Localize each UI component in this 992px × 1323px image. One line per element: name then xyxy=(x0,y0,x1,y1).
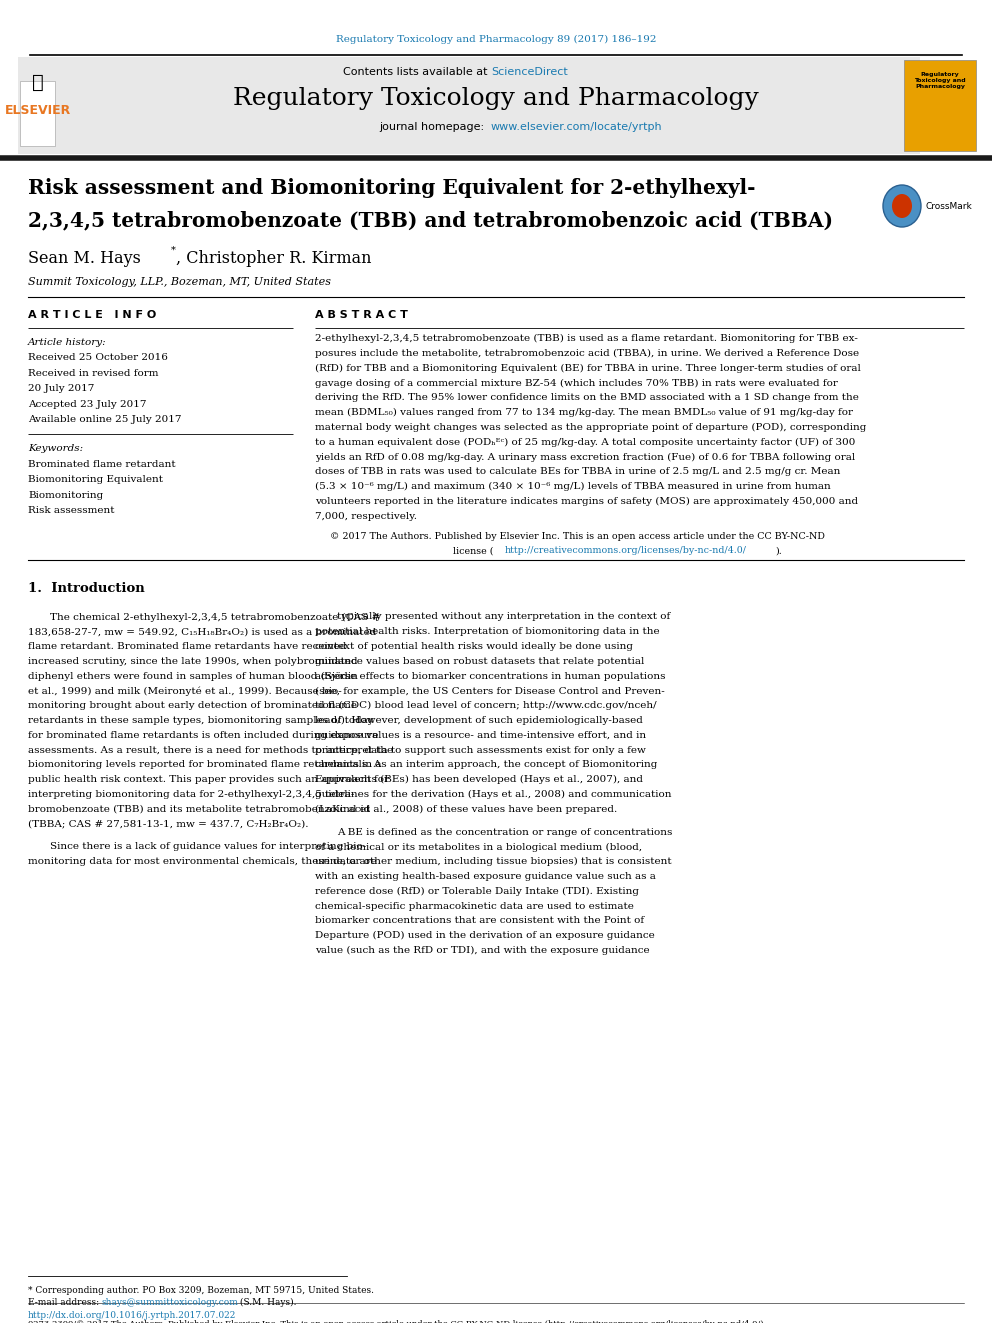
Text: tion (CDC) blood lead level of concern; http://www.cdc.gov/nceh/: tion (CDC) blood lead level of concern; … xyxy=(315,701,657,710)
Text: 🌳: 🌳 xyxy=(32,73,44,91)
Text: ELSEVIER: ELSEVIER xyxy=(5,105,71,116)
Text: 7,000, respectively.: 7,000, respectively. xyxy=(315,512,417,520)
Text: monitoring brought about early detection of brominated flame: monitoring brought about early detection… xyxy=(28,701,357,710)
Text: doses of TBB in rats was used to calculate BEs for TBBA in urine of 2.5 mg/L and: doses of TBB in rats was used to calcula… xyxy=(315,467,840,476)
Ellipse shape xyxy=(892,194,912,218)
Text: interpreting biomonitoring data for 2-ethylhexyl-2,3,4,5 tetra-: interpreting biomonitoring data for 2-et… xyxy=(28,790,354,799)
Text: 183,658-27-7, mw = 549.92, C₁₅H₁₈Br₄O₂) is used as a brominated: 183,658-27-7, mw = 549.92, C₁₅H₁₈Br₄O₂) … xyxy=(28,627,376,636)
Text: shays@summittoxicology.com: shays@summittoxicology.com xyxy=(101,1298,238,1307)
Text: A BE is defined as the concentration or range of concentrations: A BE is defined as the concentration or … xyxy=(337,828,673,836)
Text: increased scrutiny, since the late 1990s, when polybrominated: increased scrutiny, since the late 1990s… xyxy=(28,656,358,665)
Text: volunteers reported in the literature indicates margins of safety (MOS) are appr: volunteers reported in the literature in… xyxy=(315,497,858,505)
Text: value (such as the RfD or TDI), and with the exposure guidance: value (such as the RfD or TDI), and with… xyxy=(315,946,650,955)
Text: guidance values is a resource- and time-intensive effort, and in: guidance values is a resource- and time-… xyxy=(315,730,646,740)
Text: guidelines for the derivation (Hays et al., 2008) and communication: guidelines for the derivation (Hays et a… xyxy=(315,790,672,799)
Text: license (: license ( xyxy=(453,546,493,556)
Text: reference dose (RfD) or Tolerable Daily Intake (TDI). Existing: reference dose (RfD) or Tolerable Daily … xyxy=(315,886,639,896)
Text: with an existing health-based exposure guidance value such as a: with an existing health-based exposure g… xyxy=(315,872,656,881)
Text: adverse effects to biomarker concentrations in human populations: adverse effects to biomarker concentrati… xyxy=(315,672,666,680)
Text: Contents lists available at: Contents lists available at xyxy=(343,67,491,77)
Text: chemical-specific pharmacokinetic data are used to estimate: chemical-specific pharmacokinetic data a… xyxy=(315,901,634,910)
Text: http://creativecommons.org/licenses/by-nc-nd/4.0/: http://creativecommons.org/licenses/by-n… xyxy=(505,546,747,556)
Text: to a human equivalent dose (PODₕᴱᶜ) of 25 mg/kg-day. A total composite uncertain: to a human equivalent dose (PODₕᴱᶜ) of 2… xyxy=(315,438,855,447)
Text: (RfD) for TBB and a Biomonitoring Equivalent (BE) for TBBA in urine. Three longe: (RfD) for TBB and a Biomonitoring Equiva… xyxy=(315,364,861,373)
Text: Since there is a lack of guidance values for interpreting bio-: Since there is a lack of guidance values… xyxy=(50,843,366,852)
Text: deriving the RfD. The 95% lower confidence limits on the BMD associated with a 1: deriving the RfD. The 95% lower confiden… xyxy=(315,393,859,402)
Text: 20 July 2017: 20 July 2017 xyxy=(28,385,94,393)
FancyBboxPatch shape xyxy=(20,81,55,146)
Text: Equivalents (BEs) has been developed (Hays et al., 2007), and: Equivalents (BEs) has been developed (Ha… xyxy=(315,775,643,785)
Text: monitoring data for most environmental chemicals, these data are: monitoring data for most environmental c… xyxy=(28,857,377,867)
FancyBboxPatch shape xyxy=(904,60,976,151)
Text: (LaKind et al., 2008) of these values have been prepared.: (LaKind et al., 2008) of these values ha… xyxy=(315,804,617,814)
Text: biomonitoring levels reported for brominated flame retardants in a: biomonitoring levels reported for bromin… xyxy=(28,761,382,770)
Text: Brominated flame retardant: Brominated flame retardant xyxy=(28,459,176,468)
Text: (see, for example, the US Centers for Disease Control and Preven-: (see, for example, the US Centers for Di… xyxy=(315,687,665,696)
Text: public health risk context. This paper provides such an approach for: public health risk context. This paper p… xyxy=(28,775,389,785)
Text: for brominated flame retardants is often included during exposure: for brominated flame retardants is often… xyxy=(28,730,379,740)
Text: gavage dosing of a commercial mixture BZ-54 (which includes 70% TBB) in rats wer: gavage dosing of a commercial mixture BZ… xyxy=(315,378,838,388)
Text: Biomonitoring Equivalent: Biomonitoring Equivalent xyxy=(28,475,163,484)
Text: A R T I C L E   I N F O: A R T I C L E I N F O xyxy=(28,310,157,320)
Text: Summit Toxicology, LLP., Bozeman, MT, United States: Summit Toxicology, LLP., Bozeman, MT, Un… xyxy=(28,277,331,287)
Text: of a chemical or its metabolites in a biological medium (blood,: of a chemical or its metabolites in a bi… xyxy=(315,843,642,852)
Text: www.elsevier.com/locate/yrtph: www.elsevier.com/locate/yrtph xyxy=(491,122,663,132)
Text: Keywords:: Keywords: xyxy=(28,445,83,452)
Text: biomarker concentrations that are consistent with the Point of: biomarker concentrations that are consis… xyxy=(315,917,644,925)
Text: assessments. As a result, there is a need for methods to interpret the: assessments. As a result, there is a nee… xyxy=(28,746,393,754)
Text: ).: ). xyxy=(775,546,782,556)
Text: (5.3 × 10⁻⁶ mg/L) and maximum (340 × 10⁻⁶ mg/L) levels of TBBA measured in urine: (5.3 × 10⁻⁶ mg/L) and maximum (340 × 10⁻… xyxy=(315,482,830,491)
Text: Risk assessment: Risk assessment xyxy=(28,507,114,515)
Text: yields an RfD of 0.08 mg/kg-day. A urinary mass excretion fraction (Fue) of 0.6 : yields an RfD of 0.08 mg/kg-day. A urina… xyxy=(315,452,855,462)
FancyBboxPatch shape xyxy=(18,57,920,153)
Text: chemicals. As an interim approach, the concept of Biomonitoring: chemicals. As an interim approach, the c… xyxy=(315,761,658,770)
Text: Risk assessment and Biomonitoring Equivalent for 2-ethylhexyl-: Risk assessment and Biomonitoring Equiva… xyxy=(28,179,756,198)
Text: Received in revised form: Received in revised form xyxy=(28,369,159,378)
Text: potential health risks. Interpretation of biomonitoring data in the: potential health risks. Interpretation o… xyxy=(315,627,660,636)
Text: © 2017 The Authors. Published by Elsevier Inc. This is an open access article un: © 2017 The Authors. Published by Elsevie… xyxy=(330,532,825,541)
Text: Regulatory Toxicology and Pharmacology 89 (2017) 186–192: Regulatory Toxicology and Pharmacology 8… xyxy=(335,34,657,44)
Text: lead/). However, development of such epidemiologically-based: lead/). However, development of such epi… xyxy=(315,716,643,725)
Text: urine, or other medium, including tissue biopsies) that is consistent: urine, or other medium, including tissue… xyxy=(315,857,672,867)
Text: The chemical 2-ethylhexyl-2,3,4,5 tetrabromobenzoate (CAS #: The chemical 2-ethylhexyl-2,3,4,5 tetrab… xyxy=(50,613,380,622)
Text: * Corresponding author. PO Box 3209, Bozeman, MT 59715, United States.: * Corresponding author. PO Box 3209, Boz… xyxy=(28,1286,374,1295)
Text: 2,3,4,5 tetrabromobenzoate (TBB) and tetrabromobenzoic acid (TBBA): 2,3,4,5 tetrabromobenzoate (TBB) and tet… xyxy=(28,210,833,230)
Text: mean (BDML₅₀) values ranged from 77 to 134 mg/kg-day. The mean BMDL₅₀ value of 9: mean (BDML₅₀) values ranged from 77 to 1… xyxy=(315,407,853,417)
Text: journal homepage:: journal homepage: xyxy=(379,122,491,132)
Text: (S.M. Hays).: (S.M. Hays). xyxy=(237,1298,297,1307)
Text: flame retardant. Brominated flame retardants have received: flame retardant. Brominated flame retard… xyxy=(28,642,346,651)
Text: Sean M. Hays: Sean M. Hays xyxy=(28,250,141,267)
Text: 1.  Introduction: 1. Introduction xyxy=(28,582,145,595)
Text: retardants in these sample types, biomonitoring samples of today: retardants in these sample types, biomon… xyxy=(28,716,374,725)
Text: et al., 1999) and milk (Meironyté et al., 1999). Because bio-: et al., 1999) and milk (Meironyté et al.… xyxy=(28,687,342,696)
Text: Available online 25 July 2017: Available online 25 July 2017 xyxy=(28,415,182,425)
Text: posures include the metabolite, tetrabromobenzoic acid (TBBA), in urine. We deri: posures include the metabolite, tetrabro… xyxy=(315,349,859,359)
Text: ScienceDirect: ScienceDirect xyxy=(491,67,567,77)
Text: practice, data to support such assessments exist for only a few: practice, data to support such assessmen… xyxy=(315,746,646,754)
Text: context of potential health risks would ideally be done using: context of potential health risks would … xyxy=(315,642,633,651)
Text: bromobenzoate (TBB) and its metabolite tetrabromobenzoic acid: bromobenzoate (TBB) and its metabolite t… xyxy=(28,804,370,814)
Text: Accepted 23 July 2017: Accepted 23 July 2017 xyxy=(28,400,147,409)
Text: Article history:: Article history: xyxy=(28,337,106,347)
Text: 0273-2300/© 2017 The Authors. Published by Elsevier Inc. This is an open access : 0273-2300/© 2017 The Authors. Published … xyxy=(28,1320,766,1323)
Text: A B S T R A C T: A B S T R A C T xyxy=(315,310,408,320)
Text: http://dx.doi.org/10.1016/j.yrtph.2017.07.022: http://dx.doi.org/10.1016/j.yrtph.2017.0… xyxy=(28,1311,236,1320)
Ellipse shape xyxy=(883,185,921,228)
Text: Departure (POD) used in the derivation of an exposure guidance: Departure (POD) used in the derivation o… xyxy=(315,931,655,941)
Text: E-mail address:: E-mail address: xyxy=(28,1298,102,1307)
Text: maternal body weight changes was selected as the appropriate point of departure : maternal body weight changes was selecte… xyxy=(315,423,866,431)
Text: Received 25 October 2016: Received 25 October 2016 xyxy=(28,353,168,363)
Text: diphenyl ethers were found in samples of human blood (Sjödin: diphenyl ethers were found in samples of… xyxy=(28,672,358,681)
Text: CrossMark: CrossMark xyxy=(925,202,972,210)
Text: (TBBA; CAS # 27,581-13-1, mw = 437.7, C₇H₂Br₄O₂).: (TBBA; CAS # 27,581-13-1, mw = 437.7, C₇… xyxy=(28,820,309,828)
Text: Regulatory Toxicology and Pharmacology: Regulatory Toxicology and Pharmacology xyxy=(233,87,759,110)
Text: *: * xyxy=(171,246,176,255)
Text: guidance values based on robust datasets that relate potential: guidance values based on robust datasets… xyxy=(315,656,645,665)
Text: typically presented without any interpretation in the context of: typically presented without any interpre… xyxy=(337,613,671,622)
Text: Regulatory
Toxicology and
Pharmacology: Regulatory Toxicology and Pharmacology xyxy=(915,71,966,89)
Text: , Christopher R. Kirman: , Christopher R. Kirman xyxy=(176,250,371,267)
Text: 2-ethylhexyl-2,3,4,5 tetrabromobenzoate (TBB) is used as a flame retardant. Biom: 2-ethylhexyl-2,3,4,5 tetrabromobenzoate … xyxy=(315,333,858,343)
Text: Biomonitoring: Biomonitoring xyxy=(28,491,103,500)
